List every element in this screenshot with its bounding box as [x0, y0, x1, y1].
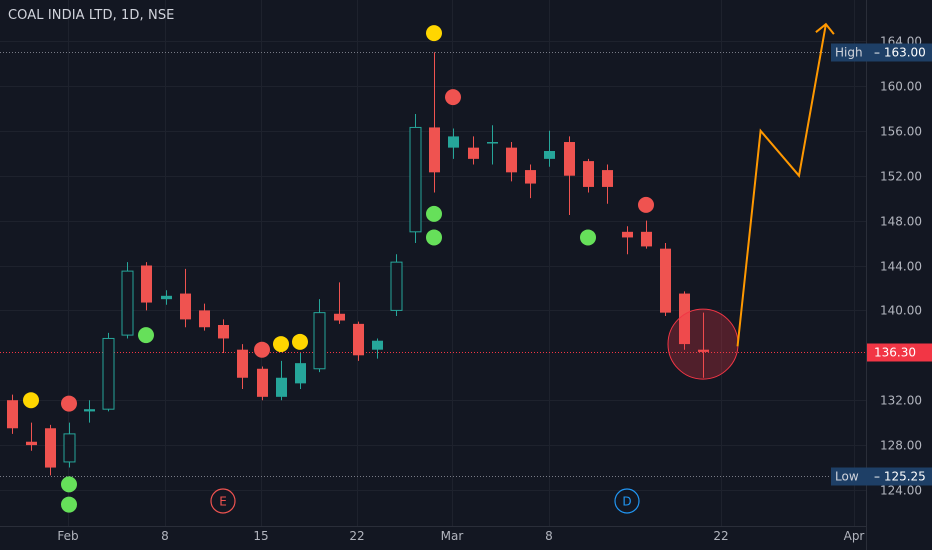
- candle-body: [141, 265, 152, 303]
- x-tick-label: Mar: [441, 529, 464, 543]
- y-tick-label: 128.00: [880, 439, 922, 453]
- y-tick-label: 132.00: [880, 394, 922, 408]
- candle-body: [218, 324, 229, 339]
- candles: [7, 52, 739, 476]
- candle-body: [679, 293, 690, 345]
- candle-body: [468, 147, 479, 159]
- candle-body: [257, 368, 268, 397]
- x-tick-label: 22: [349, 529, 364, 543]
- reference-lines: [0, 52, 866, 477]
- forecast-arrow: [736, 22, 835, 347]
- candle-body: [390, 261, 403, 311]
- candle-body: [276, 377, 287, 397]
- signal-dot-green: [61, 496, 77, 513]
- candle-body: [63, 433, 76, 463]
- candle-body: [313, 312, 326, 370]
- event-marker-circle: [614, 488, 640, 514]
- low-label-value: – 125.25: [874, 470, 926, 484]
- y-tick-label: 156.00: [880, 125, 922, 139]
- signal-dots: [23, 25, 654, 513]
- signal-dot-yellow: [23, 392, 39, 409]
- forecast-arrowhead: [815, 22, 835, 35]
- candle-body: [102, 337, 115, 410]
- candle-body: [583, 161, 594, 187]
- signal-dot-red: [61, 395, 77, 412]
- signal-dot-yellow: [292, 333, 308, 350]
- candle-body: [237, 349, 248, 378]
- x-tick-label: Feb: [57, 529, 78, 543]
- candle-body: [525, 170, 536, 184]
- candle-body: [26, 441, 37, 446]
- signal-dot-red: [254, 341, 270, 358]
- candle-body: [564, 142, 575, 176]
- price-labels: High – 163.00 Low – 125.25 136.30: [831, 43, 932, 486]
- y-tick-label: 144.00: [880, 260, 922, 274]
- high-label-name-box: [831, 43, 867, 62]
- y-tick-label: 160.00: [880, 80, 922, 94]
- candle-body: [544, 151, 555, 159]
- candle-body: [641, 231, 652, 247]
- x-tick-label: 22: [713, 529, 728, 543]
- chart-title: COAL INDIA LTD, 1D, NSE: [8, 8, 175, 23]
- signal-dot-red: [445, 89, 461, 106]
- signal-dot-green: [580, 229, 596, 246]
- y-tick-label: 140.00: [880, 304, 922, 318]
- candle-body: [180, 293, 191, 320]
- event-marker-label: E: [219, 495, 227, 509]
- event-marker-label: D: [622, 495, 631, 509]
- candle-body: [121, 270, 134, 336]
- event-marker-circle: [210, 488, 236, 514]
- signal-dot-green: [426, 205, 442, 222]
- candle-body: [84, 409, 95, 412]
- low-label-name: Low: [835, 470, 859, 484]
- signal-dot-green: [426, 229, 442, 246]
- candle-body: [487, 142, 498, 144]
- highlight-circle: [667, 308, 739, 380]
- y-tick-label: 148.00: [880, 215, 922, 229]
- forecast-line: [736, 23, 827, 347]
- y-tick-label: 152.00: [880, 170, 922, 184]
- low-label-name-box: [831, 467, 867, 486]
- candle-body: [295, 363, 306, 384]
- candle-body: [372, 340, 383, 350]
- signal-dot-green: [138, 327, 154, 344]
- high-label-value: – 163.00: [874, 46, 926, 60]
- candle-body: [448, 136, 459, 148]
- candle-body: [45, 428, 56, 468]
- candle-body: [353, 323, 364, 356]
- low-label-value-box: [867, 467, 932, 486]
- candle-body: [7, 400, 18, 429]
- candle-body: [622, 231, 633, 238]
- high-label-value-box: [867, 43, 932, 62]
- x-tick-label: 15: [253, 529, 268, 543]
- candle-body: [334, 313, 345, 321]
- signal-dot-yellow: [426, 25, 442, 42]
- candle-body: [660, 248, 671, 313]
- candle-body: [506, 147, 517, 173]
- x-tick-label: 8: [545, 529, 553, 543]
- candle-body: [602, 170, 613, 187]
- last-price-label-value: 136.30: [874, 346, 916, 360]
- x-tick-label: 8: [161, 529, 169, 543]
- candle-body: [161, 295, 172, 300]
- grid: [0, 0, 866, 526]
- last-price-label-value-box: [867, 343, 932, 362]
- candle-body: [199, 310, 210, 328]
- signal-dot-red: [638, 196, 654, 213]
- signal-dot-green: [61, 476, 77, 493]
- y-tick-label: 124.00: [880, 484, 922, 498]
- candle-body: [429, 127, 440, 173]
- high-label-name: High: [835, 46, 863, 60]
- candle-body: [409, 126, 422, 233]
- signal-dot-yellow: [273, 336, 289, 353]
- candle-body: [698, 349, 709, 352]
- x-tick-label: Apr: [844, 529, 865, 543]
